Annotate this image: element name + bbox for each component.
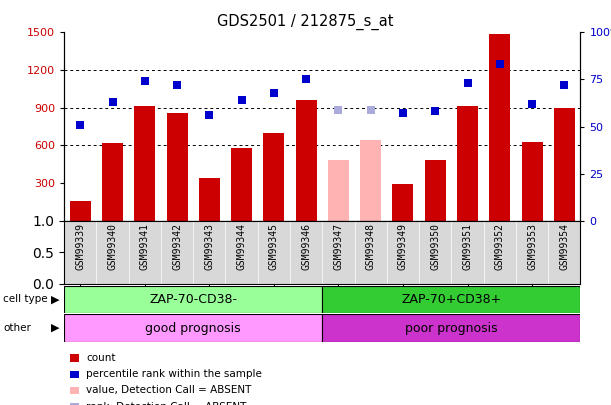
Bar — [134, 107, 155, 221]
Text: GSM99339: GSM99339 — [75, 223, 86, 270]
Text: GSM99349: GSM99349 — [398, 223, 408, 270]
Bar — [167, 113, 188, 221]
Text: ZAP-70+CD38+: ZAP-70+CD38+ — [401, 293, 502, 306]
Text: percentile rank within the sample: percentile rank within the sample — [86, 369, 262, 379]
Bar — [554, 108, 575, 221]
Bar — [70, 201, 91, 221]
Text: GSM99348: GSM99348 — [366, 223, 376, 270]
Bar — [296, 100, 316, 221]
Text: GSM99343: GSM99343 — [204, 223, 214, 270]
Bar — [522, 142, 543, 221]
Bar — [323, 314, 580, 342]
Text: GSM99342: GSM99342 — [172, 223, 182, 270]
Text: ▶: ▶ — [51, 323, 59, 333]
Text: cell type: cell type — [3, 294, 48, 304]
Bar — [64, 314, 323, 342]
Text: other: other — [3, 323, 31, 333]
Text: GSM99346: GSM99346 — [301, 223, 311, 270]
Bar — [263, 133, 284, 221]
Text: GSM99353: GSM99353 — [527, 223, 537, 270]
Text: GDS2501 / 212875_s_at: GDS2501 / 212875_s_at — [218, 14, 393, 30]
Text: poor prognosis: poor prognosis — [405, 322, 498, 335]
Text: GSM99345: GSM99345 — [269, 223, 279, 270]
Bar — [102, 143, 123, 221]
Text: rank, Detection Call = ABSENT: rank, Detection Call = ABSENT — [86, 402, 247, 405]
Text: GSM99347: GSM99347 — [334, 223, 343, 270]
Text: ▶: ▶ — [51, 294, 59, 304]
Bar — [64, 286, 323, 313]
Bar — [392, 184, 414, 221]
Text: count: count — [86, 353, 116, 363]
Text: GSM99341: GSM99341 — [140, 223, 150, 270]
Bar — [231, 148, 252, 221]
Text: GSM99351: GSM99351 — [463, 223, 472, 270]
Bar — [328, 160, 349, 221]
Text: ZAP-70-CD38-: ZAP-70-CD38- — [149, 293, 237, 306]
Text: GSM99352: GSM99352 — [495, 223, 505, 270]
Bar — [323, 286, 580, 313]
Bar — [360, 141, 381, 221]
Bar — [457, 107, 478, 221]
Text: GSM99354: GSM99354 — [559, 223, 569, 270]
Bar — [199, 178, 220, 221]
Bar — [425, 160, 446, 221]
Text: GSM99350: GSM99350 — [430, 223, 441, 270]
Text: GSM99340: GSM99340 — [108, 223, 117, 270]
Text: good prognosis: good prognosis — [145, 322, 241, 335]
Text: GSM99344: GSM99344 — [236, 223, 247, 270]
Text: value, Detection Call = ABSENT: value, Detection Call = ABSENT — [86, 386, 252, 395]
Bar — [489, 34, 510, 221]
